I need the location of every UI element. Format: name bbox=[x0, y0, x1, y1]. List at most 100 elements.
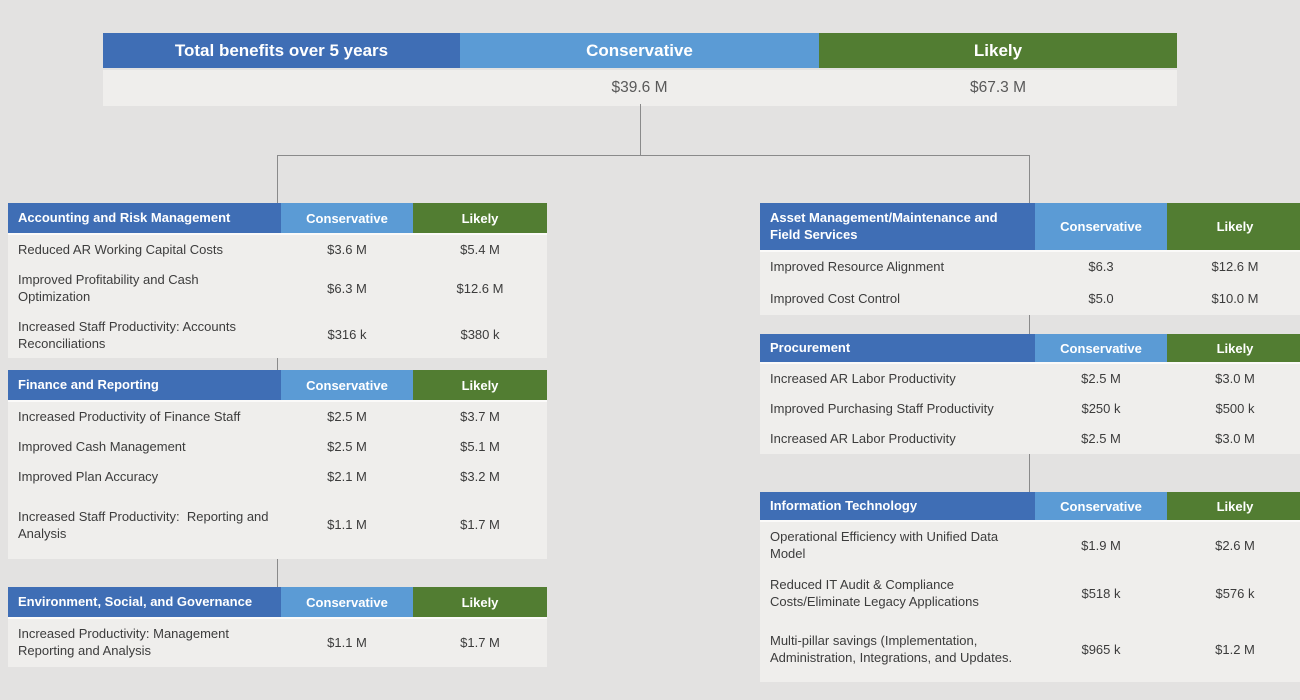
benefit-table-asset: Asset Management/Maintenance and Field S… bbox=[760, 203, 1300, 315]
benefit-value-likely: $5.1 M bbox=[460, 438, 500, 454]
table-header-row: Asset Management/Maintenance and Field S… bbox=[760, 203, 1300, 252]
benefit-label: Multi-pillar savings (Implementation, Ad… bbox=[770, 633, 1013, 665]
benefit-value-conservative: $2.5 M bbox=[327, 438, 367, 454]
connector-line bbox=[1029, 313, 1030, 334]
table-col-likely: Likely bbox=[1167, 492, 1300, 520]
benefit-row: Improved Purchasing Staff Productivity $2… bbox=[760, 394, 1300, 424]
benefit-row: Increased Productivity of Finance Staff $… bbox=[8, 402, 547, 432]
summary-totals-row: $39.6 M $67.3 M bbox=[103, 70, 1177, 106]
table-col-conservative: Conservative bbox=[1035, 492, 1167, 520]
benefit-value-conservative: $6.3 bbox=[1088, 259, 1114, 275]
table-col-likely: Likely bbox=[1167, 203, 1300, 250]
benefit-value-conservative: $518 k bbox=[1081, 585, 1121, 601]
likely-total: $67.3 M bbox=[969, 79, 1026, 96]
benefit-row: Increased Staff Productivity: Accounts R… bbox=[8, 313, 547, 358]
benefit-value-likely: $5.4 M bbox=[460, 241, 500, 257]
benefit-value-conservative: $2.5 M bbox=[327, 408, 367, 424]
connector-line bbox=[277, 155, 278, 203]
benefit-value-likely: $12.6 M bbox=[1211, 259, 1259, 275]
table-title: Procurement bbox=[760, 334, 1035, 362]
benefit-value-conservative: $1.1 M bbox=[327, 517, 367, 533]
benefit-value-likely: $1.7 M bbox=[460, 517, 500, 533]
benefit-row: Reduced IT Audit & Compliance Costs/Elim… bbox=[760, 570, 1300, 618]
benefit-value-likely: $3.0 M bbox=[1215, 430, 1255, 446]
table-col-likely: Likely bbox=[413, 370, 547, 400]
table-col-conservative: Conservative bbox=[281, 587, 413, 617]
connector-line bbox=[1029, 155, 1030, 203]
benefit-label: Operational Efficiency with Unified Data… bbox=[770, 529, 1002, 561]
benefit-value-conservative: $6.3 M bbox=[327, 280, 367, 296]
benefit-row: Increased Productivity: Management Repor… bbox=[8, 619, 547, 667]
table-header-row: Finance and Reporting Conservative Likely bbox=[8, 370, 547, 402]
benefit-table-finance: Finance and Reporting Conservative Likely I… bbox=[8, 370, 547, 559]
benefit-value-conservative: $1.1 M bbox=[327, 634, 367, 650]
benefit-value-likely: $576 k bbox=[1215, 585, 1255, 601]
connector-line bbox=[277, 557, 278, 587]
benefit-row: Improved Resource Alignment $6.3 $12.6 M bbox=[760, 252, 1300, 283]
benefit-value-conservative: $965 k bbox=[1081, 641, 1121, 657]
table-col-likely: Likely bbox=[1167, 334, 1300, 362]
benefit-row: Increased AR Labor Productivity $2.5 M $3.… bbox=[760, 424, 1300, 454]
benefit-row: Improved Profitability and Cash Optimiza… bbox=[8, 265, 547, 313]
benefit-row: Operational Efficiency with Unified Data… bbox=[760, 522, 1300, 570]
table-col-likely: Likely bbox=[413, 587, 547, 617]
benefit-value-likely: $1.2 M bbox=[1215, 641, 1255, 657]
benefit-value-likely: $2.6 M bbox=[1215, 537, 1255, 553]
table-header-row: Information Technology Conservative Likely bbox=[760, 492, 1300, 522]
table-col-likely: Likely bbox=[413, 203, 547, 233]
benefit-label: Reduced AR Working Capital Costs bbox=[18, 241, 223, 257]
benefit-table-accounting: Accounting and Risk Management Conservati… bbox=[8, 203, 547, 358]
benefit-label: Improved Profitability and Cash Optimiza… bbox=[18, 272, 203, 304]
conservative-total: $39.6 M bbox=[611, 79, 668, 96]
benefit-table-esg: Environment, Social, and Governance Conse… bbox=[8, 587, 547, 667]
benefit-value-conservative: $5.0 bbox=[1088, 290, 1114, 306]
benefit-value-likely: $3.2 M bbox=[460, 468, 500, 484]
table-header-row: Accounting and Risk Management Conservati… bbox=[8, 203, 547, 235]
connector-line bbox=[277, 356, 278, 370]
benefit-table-it: Information Technology Conservative Likely… bbox=[760, 492, 1300, 682]
benefit-label: Improved Purchasing Staff Productivity bbox=[770, 400, 994, 416]
benefit-value-conservative: $316 k bbox=[327, 327, 367, 343]
benefit-row: Reduced AR Working Capital Costs $3.6 M $5… bbox=[8, 235, 547, 265]
table-header-row: Environment, Social, and Governance Conse… bbox=[8, 587, 547, 619]
benefit-value-likely: $500 k bbox=[1215, 400, 1255, 416]
benefit-value-likely: $3.0 M bbox=[1215, 370, 1255, 386]
benefit-value-conservative: $2.1 M bbox=[327, 468, 367, 484]
benefit-row: Multi-pillar savings (Implementation, Ad… bbox=[760, 618, 1300, 682]
table-header-row: Procurement Conservative Likely bbox=[760, 334, 1300, 364]
benefit-label: Increased AR Labor Productivity bbox=[770, 430, 956, 446]
table-title: Asset Management/Maintenance and Field S… bbox=[760, 203, 1035, 250]
connector-line bbox=[1029, 452, 1030, 492]
benefit-value-conservative: $1.9 M bbox=[1081, 537, 1121, 553]
table-title: Finance and Reporting bbox=[8, 370, 281, 400]
benefit-label: Improved Resource Alignment bbox=[770, 259, 945, 275]
benefit-label: Improved Plan Accuracy bbox=[18, 468, 159, 484]
table-col-conservative: Conservative bbox=[1035, 203, 1167, 250]
summary-col-conservative: Conservative bbox=[460, 33, 819, 68]
table-title: Accounting and Risk Management bbox=[8, 203, 281, 233]
table-col-conservative: Conservative bbox=[281, 370, 413, 400]
benefit-value-conservative: $2.5 M bbox=[1081, 370, 1121, 386]
summary-header: Total benefits over 5 years Conservative… bbox=[103, 33, 1177, 68]
benefit-row: Improved Plan Accuracy $2.1 M $3.2 M bbox=[8, 462, 547, 492]
benefit-label: Increased Productivity of Finance Staff bbox=[18, 408, 241, 424]
benefit-label: Increased Productivity: Management Repor… bbox=[18, 626, 233, 658]
benefit-row: Increased AR Labor Productivity $2.5 M $3.… bbox=[760, 364, 1300, 394]
table-col-conservative: Conservative bbox=[1035, 334, 1167, 362]
benefit-value-conservative: $2.5 M bbox=[1081, 430, 1121, 446]
summary-band: Total benefits over 5 years Conservative… bbox=[103, 33, 1177, 106]
connector-line bbox=[277, 155, 1030, 156]
benefit-label: Increased AR Labor Productivity bbox=[770, 370, 956, 386]
table-col-conservative: Conservative bbox=[281, 203, 413, 233]
benefit-row: Improved Cost Control $5.0 $10.0 M bbox=[760, 283, 1300, 315]
benefit-label: Improved Cost Control bbox=[770, 290, 901, 306]
summary-title: Total benefits over 5 years bbox=[103, 33, 460, 68]
benefit-value-likely: $380 k bbox=[460, 327, 500, 343]
benefit-label: Improved Cash Management bbox=[18, 438, 186, 454]
benefit-value-likely: $1.7 M bbox=[460, 634, 500, 650]
benefit-label: Reduced IT Audit & Compliance Costs/Elim… bbox=[770, 577, 979, 609]
benefit-value-likely: $10.0 M bbox=[1211, 290, 1259, 306]
summary-col-likely: Likely bbox=[819, 33, 1177, 68]
benefit-value-likely: $3.7 M bbox=[460, 408, 500, 424]
benefit-row: Improved Cash Management $2.5 M $5.1 M bbox=[8, 432, 547, 462]
